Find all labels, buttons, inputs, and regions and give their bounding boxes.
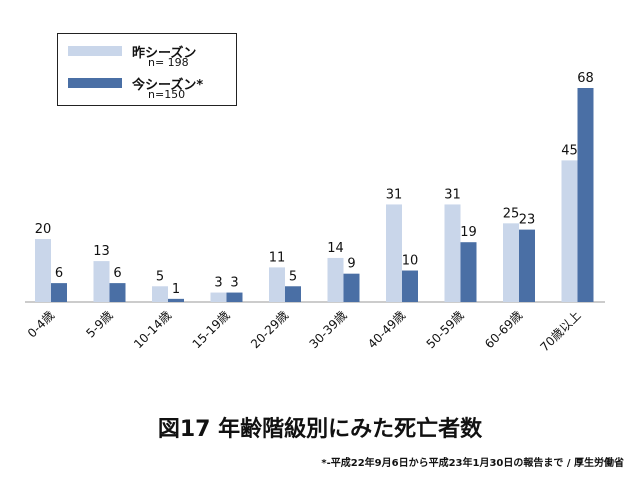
bar-last-season-0 — [35, 239, 51, 302]
value-label-this-season-8: 23 — [519, 213, 536, 228]
value-label-last-season-4: 11 — [269, 250, 286, 265]
value-label-last-season-6: 31 — [386, 187, 403, 202]
bar-last-season-6 — [386, 204, 402, 302]
value-label-this-season-0: 6 — [55, 266, 63, 281]
bar-this-season-1 — [109, 283, 126, 302]
value-label-last-season-9: 45 — [561, 143, 578, 158]
x-tick-label-6: 40-49歳 — [365, 308, 408, 351]
legend: 昨シーズン n= 198 今シーズン* n=150 — [57, 33, 237, 106]
bar-last-season-1 — [93, 261, 110, 302]
bar-last-season-5 — [327, 257, 344, 302]
x-tick-label-7: 50-59歳 — [424, 308, 467, 351]
legend-n-last-season: n= 198 — [148, 56, 189, 69]
bar-this-season-7 — [460, 242, 477, 302]
legend-n-this-season: n=150 — [148, 88, 186, 101]
bar-this-season-4 — [285, 286, 301, 302]
chart-title: 図17 年齢階級別にみた死亡者数 — [157, 417, 483, 442]
bar-this-season-0 — [51, 283, 67, 302]
bar-this-season-3 — [226, 292, 243, 302]
legend-swatch-last-season — [68, 46, 122, 56]
value-label-last-season-8: 25 — [503, 206, 520, 221]
bar-last-season-7 — [444, 204, 461, 302]
bars-group — [35, 88, 594, 302]
value-label-last-season-5: 14 — [327, 241, 344, 256]
value-label-this-season-4: 5 — [289, 269, 297, 284]
bar-last-season-9 — [561, 160, 578, 302]
bar-this-season-8 — [519, 229, 535, 302]
bar-last-season-3 — [210, 292, 227, 302]
x-tick-label-0: 0-4歳 — [25, 308, 57, 340]
value-label-last-season-2: 5 — [156, 269, 164, 284]
legend-swatch-this-season — [68, 78, 122, 88]
value-label-this-season-9: 68 — [577, 71, 594, 86]
x-tick-label-1: 5-9歳 — [83, 308, 115, 340]
bar-this-season-2 — [168, 298, 184, 302]
value-label-last-season-0: 20 — [35, 222, 52, 237]
x-tick-label-2: 10-14歳 — [131, 308, 174, 351]
x-tick-label-5: 30-39歳 — [307, 308, 350, 351]
x-tick-label-3: 15-19歳 — [190, 308, 233, 351]
bar-last-season-2 — [152, 286, 168, 302]
value-label-this-season-7: 19 — [460, 225, 477, 240]
value-label-this-season-6: 10 — [402, 254, 419, 269]
legend-label-this-season: 今シーズン* — [132, 78, 204, 93]
value-label-last-season-1: 13 — [93, 244, 110, 259]
tick-labels-group: 0-4歳 5-9歳 10-14歳 15-19歳 20-29歳 30-39歳 40-49歳 50… — [25, 308, 584, 354]
value-label-this-season-1: 6 — [113, 266, 121, 281]
x-tick-label-8: 60-69歳 — [482, 308, 525, 351]
value-label-this-season-5: 9 — [347, 257, 355, 272]
bar-last-season-8 — [503, 223, 519, 302]
bar-last-season-4 — [269, 267, 285, 302]
bar-this-season-5 — [343, 273, 360, 302]
x-tick-label-9: 70歳以上 — [537, 308, 583, 354]
value-label-this-season-3: 3 — [230, 276, 238, 291]
footnote: *-平成22年9月6日から平成23年1月30日の報告まで / 厚生労働省 — [321, 458, 624, 469]
bar-this-season-9 — [577, 88, 594, 302]
value-label-last-season-7: 31 — [444, 187, 461, 202]
bar-this-season-6 — [402, 270, 418, 302]
x-tick-label-4: 20-29歳 — [248, 308, 291, 351]
legend-label-last-season: 昨シーズン — [132, 46, 197, 61]
value-label-this-season-2: 1 — [172, 282, 180, 297]
value-label-last-season-3: 3 — [214, 276, 222, 291]
